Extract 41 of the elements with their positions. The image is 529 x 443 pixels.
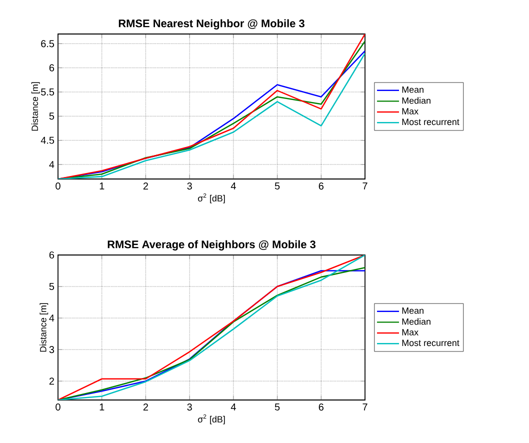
x-tick-label: 7	[362, 182, 368, 190]
y-tick-label: 6.5	[41, 40, 54, 48]
legend-label: Median	[402, 318, 430, 325]
x-tick-label: 4	[230, 404, 236, 410]
y-axis-title: Distance [m]	[31, 82, 40, 131]
x-tick-label: 4	[230, 182, 236, 190]
y-axis-title: Distance [m]	[40, 303, 48, 352]
x-tick-label: 1	[100, 404, 104, 410]
x-tick-label: 6	[318, 182, 324, 190]
chart-title: RMSE Nearest Neighbor @ Mobile 3	[118, 19, 304, 30]
legend-label: Median	[402, 97, 430, 104]
y-tick-label: 5	[49, 283, 54, 290]
y-tick-label: 5	[49, 112, 54, 120]
y-tick-label: 4	[49, 161, 54, 168]
x-tick-label: 0	[56, 404, 60, 411]
legend-label: Most recurrent	[402, 118, 460, 126]
chart-title: RMSE Average of Neighbors @ Mobile 3	[108, 240, 316, 251]
legend-label: Max	[402, 108, 418, 114]
x-tick-label: 3	[187, 404, 192, 411]
legend-label: Max	[402, 329, 418, 336]
legend-label: Most recurrent	[402, 340, 460, 346]
x-axis-title: σ$^{2}$ [dB]	[198, 414, 225, 424]
y-tick-label: 5.5	[41, 88, 54, 96]
x-tick-label: 2	[143, 182, 148, 190]
y-tick-label: 4	[49, 314, 54, 322]
x-tick-label: 2	[143, 404, 148, 410]
x-tick-label: 3	[187, 182, 192, 190]
legend-label: Mean	[402, 86, 424, 93]
x-tick-label: 5	[274, 404, 280, 410]
x-tick-label: 1	[100, 182, 104, 190]
y-tick-label: 2	[49, 378, 54, 385]
y-tick-label: 6	[49, 251, 54, 259]
x-axis-title: σ$^{2}$ [dB]	[198, 193, 225, 204]
y-tick-label: 6	[49, 64, 54, 72]
legend-label: Mean	[402, 308, 424, 314]
x-tick-label: 0	[56, 182, 60, 190]
y-tick-label: 3	[49, 346, 54, 354]
y-tick-label: 4.5	[40, 136, 54, 144]
x-tick-label: 7	[362, 404, 368, 410]
x-tick-label: 6	[318, 404, 324, 411]
x-tick-label: 5	[274, 182, 280, 190]
